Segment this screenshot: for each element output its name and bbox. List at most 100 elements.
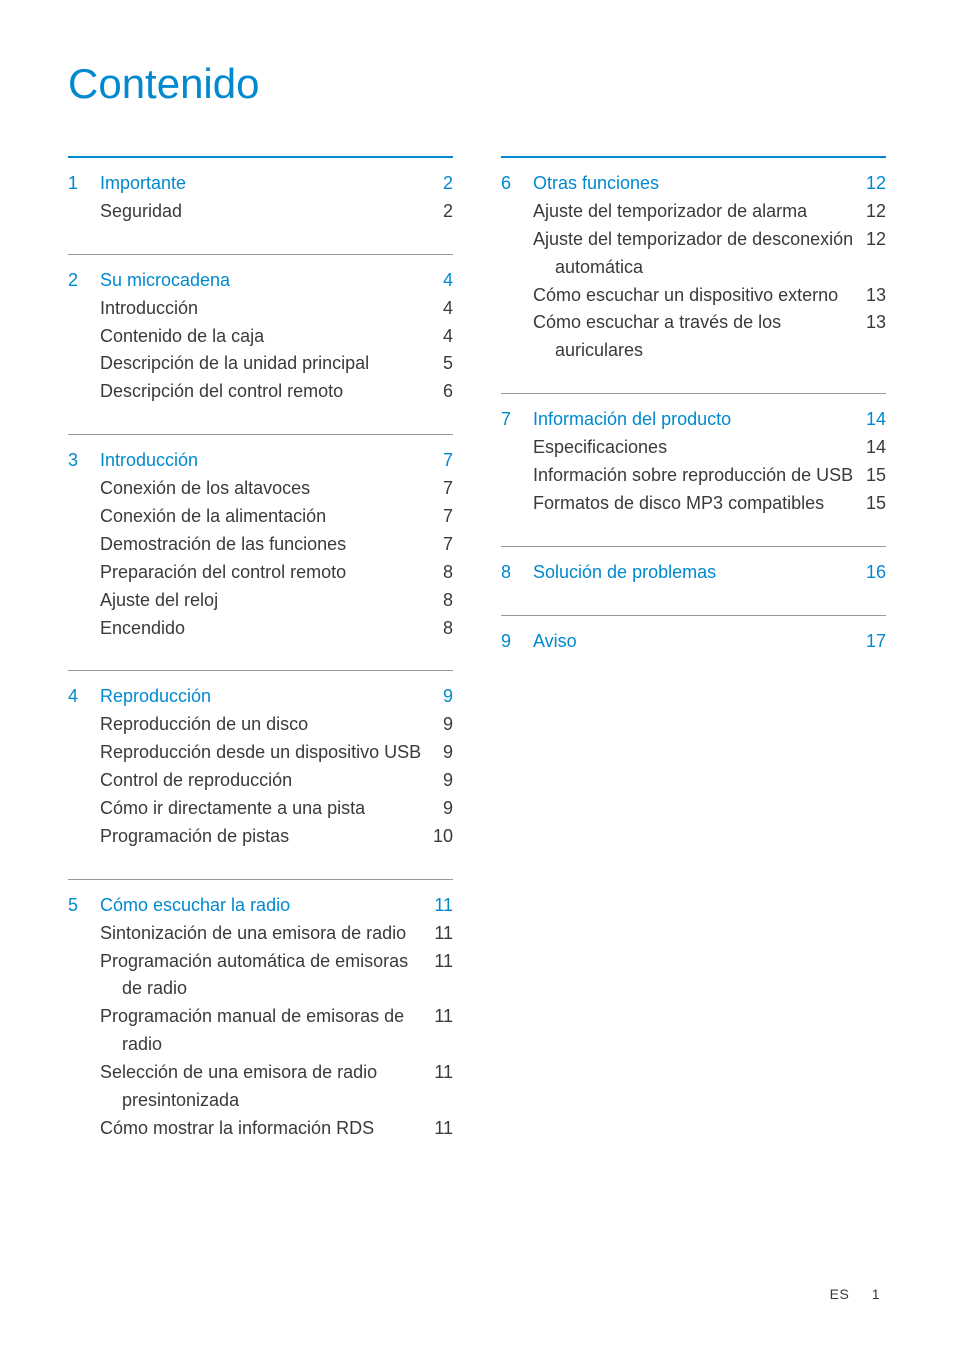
toc-item-row[interactable]: Selección de una emisora de radio presin… — [68, 1059, 453, 1115]
toc-item-row[interactable]: Contenido de la caja4 — [68, 323, 453, 351]
toc-item-row[interactable]: Control de reproducción9 — [68, 767, 453, 795]
toc-heading-row[interactable]: 6Otras funciones12 — [501, 170, 886, 198]
toc-section-heading: Importante — [100, 170, 431, 198]
toc-item-row[interactable]: Descripción de la unidad principal5 — [68, 350, 453, 378]
toc-item-page: 8 — [431, 587, 453, 615]
toc-item-row[interactable]: Información sobre reproducción de USB15 — [501, 462, 886, 490]
toc-heading-row[interactable]: 2Su microcadena4 — [68, 267, 453, 295]
toc-item-label: Programación automática de emisoras de r… — [100, 948, 431, 1004]
toc-section-number: 8 — [501, 559, 533, 587]
toc-item-page: 12 — [864, 226, 886, 254]
toc-item-row[interactable]: Sintonización de una emisora de radio11 — [68, 920, 453, 948]
toc-item-row[interactable]: Programación de pistas10 — [68, 823, 453, 851]
toc-section-heading: Cómo escuchar la radio — [100, 892, 431, 920]
toc-item-page: 9 — [431, 711, 453, 739]
toc-item-label: Descripción de la unidad principal — [100, 350, 431, 378]
page-title: Contenido — [68, 60, 886, 108]
toc-section-page: 17 — [864, 628, 886, 656]
toc-item-label: Contenido de la caja — [100, 323, 431, 351]
toc-heading-row[interactable]: 4Reproducción9 — [68, 683, 453, 711]
toc-item-label: Cómo escuchar un dispositivo externo — [533, 282, 864, 310]
toc-item-row[interactable]: Ajuste del reloj8 — [68, 587, 453, 615]
toc-section-number: 4 — [68, 683, 100, 711]
toc-section-number: 3 — [68, 447, 100, 475]
toc-heading-row[interactable]: 1Importante2 — [68, 170, 453, 198]
toc-item-label: Cómo ir directamente a una pista — [100, 795, 431, 823]
toc-item-row[interactable]: Conexión de la alimentación7 — [68, 503, 453, 531]
toc-section-number: 5 — [68, 892, 100, 920]
toc-section-page: 9 — [431, 683, 453, 711]
toc-item-row[interactable]: Encendido8 — [68, 615, 453, 643]
toc-item-page: 11 — [431, 1115, 453, 1143]
toc-columns: 1Importante2Seguridad22Su microcadena4In… — [68, 156, 886, 1171]
toc-section-heading: Otras funciones — [533, 170, 864, 198]
toc-section-page: 11 — [431, 892, 453, 920]
toc-item-page: 8 — [431, 615, 453, 643]
toc-section-number: 9 — [501, 628, 533, 656]
toc-item-label: Cómo escuchar a través de los auriculare… — [533, 309, 864, 365]
toc-item-row[interactable]: Ajuste del temporizador de desconexión a… — [501, 226, 886, 282]
toc-item-page: 5 — [431, 350, 453, 378]
toc-section-page: 4 — [431, 267, 453, 295]
toc-item-label: Conexión de los altavoces — [100, 475, 431, 503]
toc-item-label: Ajuste del temporizador de desconexión a… — [533, 226, 864, 282]
toc-section-heading: Solución de problemas — [533, 559, 864, 587]
toc-section: 4Reproducción9Reproducción de un disco9R… — [68, 670, 453, 878]
toc-item-page: 13 — [864, 309, 886, 337]
toc-item-label: Ajuste del temporizador de alarma — [533, 198, 864, 226]
toc-heading-row[interactable]: 7Información del producto14 — [501, 406, 886, 434]
toc-item-label: Programación manual de emisoras de radio — [100, 1003, 431, 1059]
toc-item-page: 11 — [431, 1003, 453, 1031]
toc-section-page: 7 — [431, 447, 453, 475]
toc-item-row[interactable]: Formatos de disco MP3 compatibles15 — [501, 490, 886, 518]
toc-heading-row[interactable]: 5Cómo escuchar la radio11 — [68, 892, 453, 920]
toc-section-page: 16 — [864, 559, 886, 587]
toc-section-heading: Aviso — [533, 628, 864, 656]
toc-item-page: 11 — [431, 920, 453, 948]
toc-right-column: 6Otras funciones12Ajuste del temporizado… — [501, 156, 886, 1171]
toc-item-page: 11 — [431, 1059, 453, 1087]
toc-section-heading: Introducción — [100, 447, 431, 475]
toc-item-row[interactable]: Demostración de las funciones7 — [68, 531, 453, 559]
toc-item-page: 13 — [864, 282, 886, 310]
toc-section-number: 7 — [501, 406, 533, 434]
toc-item-page: 2 — [431, 198, 453, 226]
toc-section-page: 12 — [864, 170, 886, 198]
toc-item-row[interactable]: Ajuste del temporizador de alarma12 — [501, 198, 886, 226]
toc-item-label: Demostración de las funciones — [100, 531, 431, 559]
toc-heading-row[interactable]: 3Introducción7 — [68, 447, 453, 475]
toc-section: 5Cómo escuchar la radio11Sintonización d… — [68, 879, 453, 1171]
toc-section-number: 6 — [501, 170, 533, 198]
toc-item-row[interactable]: Seguridad2 — [68, 198, 453, 226]
toc-section-heading: Información del producto — [533, 406, 864, 434]
toc-item-label: Reproducción desde un dispositivo USB — [100, 739, 431, 767]
toc-item-label: Preparación del control remoto — [100, 559, 431, 587]
toc-item-row[interactable]: Reproducción de un disco9 — [68, 711, 453, 739]
toc-item-label: Introducción — [100, 295, 431, 323]
toc-item-page: 7 — [431, 503, 453, 531]
toc-item-row[interactable]: Preparación del control remoto8 — [68, 559, 453, 587]
toc-item-row[interactable]: Cómo ir directamente a una pista9 — [68, 795, 453, 823]
toc-item-row[interactable]: Cómo mostrar la información RDS11 — [68, 1115, 453, 1143]
toc-section-page: 2 — [431, 170, 453, 198]
toc-item-row[interactable]: Especificaciones14 — [501, 434, 886, 462]
toc-item-row[interactable]: Programación manual de emisoras de radio… — [68, 1003, 453, 1059]
toc-item-row[interactable]: Programación automática de emisoras de r… — [68, 948, 453, 1004]
toc-item-page: 11 — [431, 948, 453, 976]
toc-section-number: 1 — [68, 170, 100, 198]
toc-heading-row[interactable]: 9Aviso17 — [501, 628, 886, 656]
toc-item-row[interactable]: Cómo escuchar a través de los auriculare… — [501, 309, 886, 365]
toc-item-row[interactable]: Reproducción desde un dispositivo USB9 — [68, 739, 453, 767]
footer-lang: ES — [830, 1286, 850, 1302]
toc-left-column: 1Importante2Seguridad22Su microcadena4In… — [68, 156, 453, 1171]
toc-item-row[interactable]: Introducción4 — [68, 295, 453, 323]
toc-item-row[interactable]: Cómo escuchar un dispositivo externo13 — [501, 282, 886, 310]
toc-heading-row[interactable]: 8Solución de problemas16 — [501, 559, 886, 587]
toc-item-label: Sintonización de una emisora de radio — [100, 920, 431, 948]
toc-section-heading: Reproducción — [100, 683, 431, 711]
toc-item-label: Selección de una emisora de radio presin… — [100, 1059, 431, 1115]
toc-item-row[interactable]: Descripción del control remoto6 — [68, 378, 453, 406]
footer-page-number: 1 — [872, 1286, 880, 1302]
toc-item-label: Cómo mostrar la información RDS — [100, 1115, 431, 1143]
toc-item-row[interactable]: Conexión de los altavoces7 — [68, 475, 453, 503]
